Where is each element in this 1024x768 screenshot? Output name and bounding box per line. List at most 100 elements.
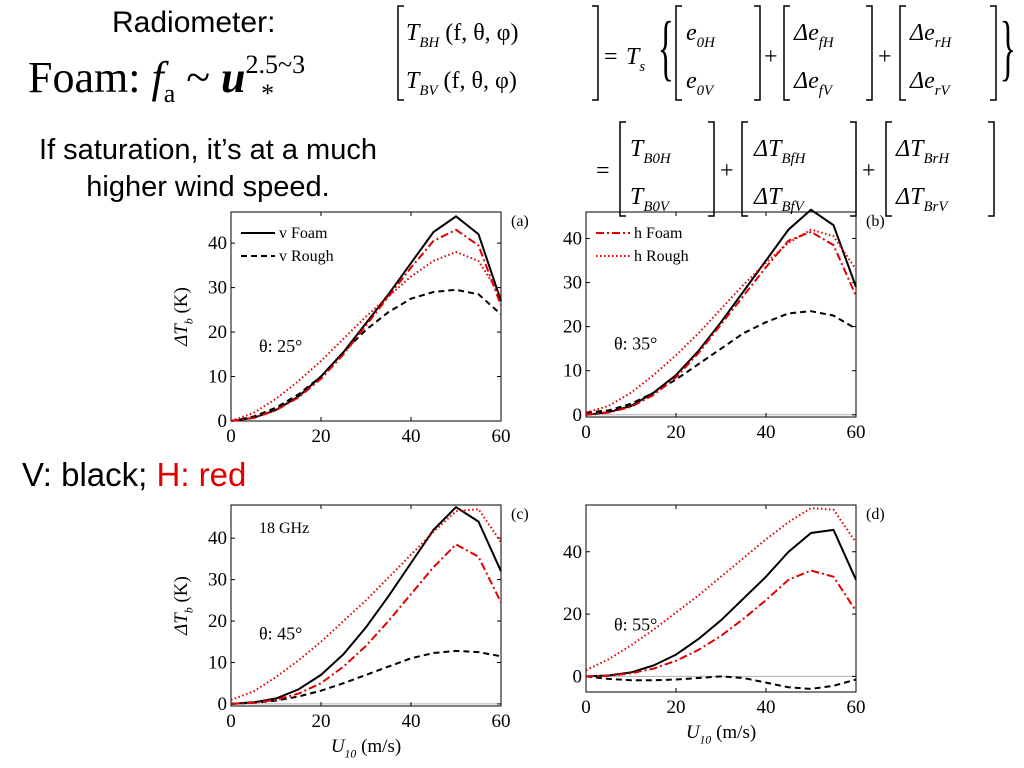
series-line-v-rough xyxy=(585,675,857,690)
dtbf-bracket xyxy=(741,121,857,217)
eq-dtbrv-sub: BrV xyxy=(923,199,949,215)
eq-derh-sub: rH xyxy=(935,35,953,51)
series-line-h-rough xyxy=(230,250,502,422)
y-tick-label: 20 xyxy=(563,317,582,338)
series-line-h-rough xyxy=(585,228,857,414)
y-axis-label-rest: (K) xyxy=(171,576,192,607)
eq-dtbfh-sub: BfH xyxy=(781,151,806,167)
eq-derv-sub: rV xyxy=(935,83,952,99)
x-tick-label: 60 xyxy=(492,711,511,732)
x-tick-label: 40 xyxy=(757,422,776,443)
y-tick-label: 40 xyxy=(208,233,227,254)
def-bracket-right xyxy=(866,5,873,101)
eq-tb0v-base: T xyxy=(630,184,645,210)
x-tick-label: 0 xyxy=(581,697,591,718)
y-tick-label: 30 xyxy=(208,278,227,299)
series-line-h-foam xyxy=(230,228,502,422)
dtbr-bracket-left xyxy=(885,121,892,217)
legend-label: v Rough xyxy=(279,248,334,265)
eq-ts-base: T xyxy=(626,44,641,70)
eq-e0v-base: e xyxy=(686,68,697,94)
plot-frame xyxy=(230,211,502,422)
eq-derv-base: Δe xyxy=(909,68,935,94)
y-axis-label: ΔTb (K) xyxy=(171,576,196,636)
eq-e0v: e0V xyxy=(686,68,715,99)
x-axis-label-rest: (m/s) xyxy=(356,736,401,757)
eq-dtbfh: ΔTBfH xyxy=(753,136,807,167)
color-legend-text: V: black; H: red xyxy=(22,456,246,494)
legend-label: h Foam xyxy=(634,225,683,242)
series-line-v-rough xyxy=(230,649,502,705)
e0-bracket-left xyxy=(675,5,682,101)
eq-dtbrh-base: ΔT xyxy=(895,136,925,162)
legend-label: h Rough xyxy=(634,248,689,265)
y-tick-label: 40 xyxy=(208,528,227,549)
y-tick-label: 10 xyxy=(208,367,227,388)
eq-dtbrv: ΔTBrV xyxy=(895,184,949,215)
tb0-bracket xyxy=(619,121,715,217)
y-tick-label: 30 xyxy=(563,273,582,294)
y-axis-label-sub: b xyxy=(183,607,196,613)
y-axis-label-rest: (K) xyxy=(171,287,192,318)
y-tick-label: 0 xyxy=(218,694,228,715)
eq-dtbrv-base: ΔT xyxy=(895,184,925,210)
eq-dtbfv: ΔTBfV xyxy=(753,184,806,215)
x-axis-label-sub: 10 xyxy=(345,748,357,761)
eq-e0h-sub: 0H xyxy=(697,35,716,51)
lhs-bracket-right xyxy=(592,5,599,101)
y-axis-label-sub: b xyxy=(183,318,196,324)
eq-e0v-sub: 0V xyxy=(697,83,715,99)
y-tick-label: 10 xyxy=(563,361,582,382)
dtbr-bracket xyxy=(885,121,995,217)
eq-lhs-top-sub: BH xyxy=(419,35,440,51)
panel-tag: (d) xyxy=(866,506,885,523)
eq-dtbfv-sub: BfV xyxy=(781,199,805,215)
dtbf-bracket-right xyxy=(850,121,857,217)
x-tick-label: 60 xyxy=(492,426,511,447)
foam-formula: Foam: fa ~ u2.5~3* xyxy=(28,50,305,109)
eq-defh-sub: fH xyxy=(819,35,835,51)
e0-bracket xyxy=(675,5,761,101)
radiometer-label: Radiometer: xyxy=(112,6,276,39)
x-tick-label: 40 xyxy=(402,426,421,447)
x-axis-label-sub: 10 xyxy=(700,734,712,747)
x-tick-label: 0 xyxy=(226,711,236,732)
eq-lhs-bottom-rest: (f, θ, φ) xyxy=(438,68,517,94)
y-tick-label: 30 xyxy=(208,570,227,591)
eq-equals-1: = xyxy=(604,44,618,70)
x-axis-label-base: U xyxy=(331,736,346,757)
angle-annotation: θ: 55° xyxy=(614,614,657,634)
eq-lhs-top-rest: (f, θ, φ) xyxy=(439,20,518,46)
eq-defh-base: Δe xyxy=(793,20,819,46)
chart-panel-3: 0 20 40 60 0 20 40 (d) θ: 55° U10 (m/s) xyxy=(563,504,885,747)
x-axis-label-base: U xyxy=(686,722,701,743)
eq-brace-left: { xyxy=(658,7,674,88)
eq-derh: ΔerH xyxy=(909,20,953,51)
y-tick-label: 0 xyxy=(573,405,583,426)
eq-dtbfv-base: ΔT xyxy=(753,184,783,210)
series-line-v-foam xyxy=(585,208,857,416)
eq-defv-base: Δe xyxy=(793,68,819,94)
x-tick-label: 20 xyxy=(667,697,686,718)
eq-defv: ΔefV xyxy=(793,68,834,99)
y-tick-label: 10 xyxy=(208,652,227,673)
eq-lhs-top-base: T xyxy=(406,20,421,46)
y-axis-label-base: ΔT xyxy=(171,323,192,347)
x-tick-label: 0 xyxy=(581,422,591,443)
y-tick-label: 20 xyxy=(208,611,227,632)
x-tick-label: 20 xyxy=(312,711,331,732)
series-line-v-foam xyxy=(230,215,502,422)
eq-derv: ΔerV xyxy=(909,68,952,99)
der-bracket-right xyxy=(990,5,997,101)
y-tick-label: 20 xyxy=(208,322,227,343)
eq-lhs-bottom-sub: BV xyxy=(419,83,439,99)
y-tick-label: 20 xyxy=(563,604,582,625)
y-tick-label: 0 xyxy=(218,411,228,432)
tb0-bracket-right xyxy=(708,121,715,217)
y-tick-label: 0 xyxy=(573,666,583,687)
angle-annotation: θ: 45° xyxy=(259,624,302,644)
x-tick-label: 60 xyxy=(847,697,866,718)
eq-dtbrh: ΔTBrH xyxy=(895,136,950,167)
